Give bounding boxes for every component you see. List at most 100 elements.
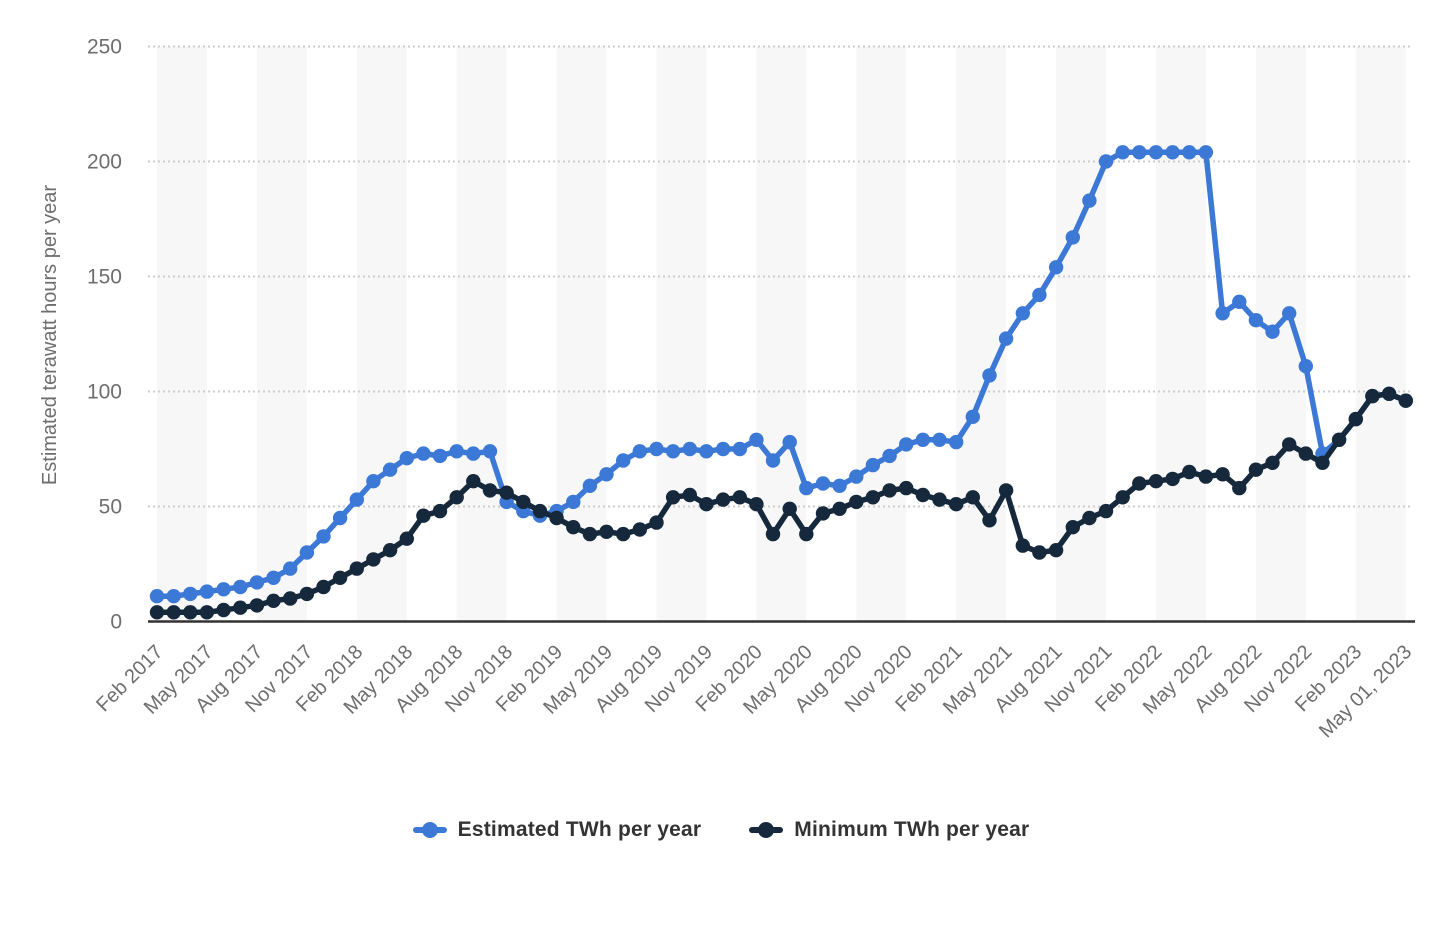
- data-point[interactable]: [1398, 393, 1414, 408]
- data-point[interactable]: [732, 490, 747, 505]
- data-point[interactable]: [1282, 306, 1297, 321]
- data-point[interactable]: [399, 451, 414, 466]
- series-line[interactable]: [154, 391, 1409, 616]
- data-point[interactable]: [1365, 388, 1380, 404]
- data-point[interactable]: [1165, 145, 1180, 160]
- data-point[interactable]: [249, 575, 265, 590]
- data-point[interactable]: [1248, 313, 1264, 328]
- data-point[interactable]: [449, 444, 464, 459]
- data-point[interactable]: [149, 589, 165, 604]
- data-point[interactable]: [382, 543, 398, 558]
- data-point[interactable]: [432, 448, 448, 464]
- data-point[interactable]: [1232, 480, 1247, 496]
- data-point[interactable]: [882, 483, 897, 498]
- data-point[interactable]: [1165, 471, 1180, 487]
- data-point[interactable]: [332, 510, 348, 526]
- data-point[interactable]: [682, 441, 697, 457]
- data-point[interactable]: [233, 579, 248, 595]
- data-point[interactable]: [965, 490, 980, 505]
- data-point[interactable]: [1082, 193, 1097, 208]
- data-point[interactable]: [1098, 503, 1114, 519]
- data-point[interactable]: [915, 487, 931, 503]
- data-point[interactable]: [982, 513, 997, 528]
- data-point[interactable]: [932, 432, 947, 447]
- data-point[interactable]: [915, 432, 931, 447]
- data-point[interactable]: [616, 526, 631, 542]
- data-point[interactable]: [1132, 476, 1147, 491]
- data-point[interactable]: [799, 526, 814, 542]
- data-point[interactable]: [183, 605, 198, 620]
- data-point[interactable]: [1148, 474, 1164, 489]
- data-point[interactable]: [1182, 145, 1197, 160]
- data-point[interactable]: [482, 483, 498, 498]
- data-point[interactable]: [299, 545, 315, 560]
- data-point[interactable]: [233, 600, 248, 615]
- data-point[interactable]: [316, 579, 331, 595]
- data-point[interactable]: [1348, 411, 1364, 427]
- data-point[interactable]: [699, 444, 714, 459]
- data-point[interactable]: [149, 605, 165, 620]
- data-point[interactable]: [749, 497, 764, 512]
- data-point[interactable]: [199, 605, 215, 620]
- data-point[interactable]: [432, 503, 448, 519]
- data-point[interactable]: [532, 503, 548, 519]
- data-point[interactable]: [1132, 145, 1147, 160]
- data-point[interactable]: [632, 522, 647, 537]
- data-point[interactable]: [1232, 294, 1247, 309]
- data-point[interactable]: [1381, 386, 1397, 401]
- data-point[interactable]: [1098, 154, 1114, 169]
- data-point[interactable]: [899, 480, 914, 496]
- data-point[interactable]: [266, 570, 281, 585]
- data-point[interactable]: [332, 570, 348, 585]
- data-point[interactable]: [815, 476, 831, 491]
- data-point[interactable]: [932, 492, 947, 507]
- data-point[interactable]: [782, 434, 797, 450]
- data-point[interactable]: [1065, 520, 1081, 535]
- series-line[interactable]: [154, 149, 1409, 599]
- data-point[interactable]: [216, 582, 231, 597]
- data-point[interactable]: [549, 510, 564, 526]
- data-point[interactable]: [416, 508, 431, 523]
- data-point[interactable]: [199, 584, 215, 599]
- data-point[interactable]: [865, 490, 881, 505]
- data-point[interactable]: [283, 591, 298, 606]
- data-point[interactable]: [316, 529, 331, 544]
- data-point[interactable]: [1082, 510, 1097, 526]
- data-point[interactable]: [349, 492, 364, 507]
- data-point[interactable]: [1282, 437, 1297, 452]
- data-point[interactable]: [1315, 455, 1330, 470]
- data-point[interactable]: [1298, 359, 1314, 374]
- data-point[interactable]: [466, 446, 481, 461]
- data-point[interactable]: [849, 494, 864, 510]
- data-point[interactable]: [582, 478, 598, 493]
- data-point[interactable]: [516, 494, 531, 510]
- data-point[interactable]: [665, 444, 681, 459]
- data-point[interactable]: [499, 485, 514, 500]
- data-point[interactable]: [799, 480, 814, 496]
- data-point[interactable]: [599, 524, 614, 539]
- data-point[interactable]: [1148, 145, 1164, 160]
- legend-item-minimum[interactable]: Minimum TWh per year: [749, 818, 1029, 842]
- data-point[interactable]: [732, 441, 747, 457]
- data-point[interactable]: [1298, 446, 1314, 461]
- data-point[interactable]: [382, 462, 398, 477]
- data-point[interactable]: [1265, 324, 1280, 339]
- data-point[interactable]: [616, 453, 631, 468]
- data-point[interactable]: [582, 526, 598, 542]
- data-point[interactable]: [249, 598, 265, 613]
- data-point[interactable]: [1048, 543, 1064, 558]
- data-point[interactable]: [166, 589, 181, 604]
- data-point[interactable]: [1198, 145, 1214, 160]
- data-point[interactable]: [765, 526, 781, 542]
- data-point[interactable]: [699, 497, 714, 512]
- data-point[interactable]: [1215, 306, 1230, 321]
- data-point[interactable]: [599, 467, 614, 482]
- data-point[interactable]: [1065, 230, 1081, 245]
- data-point[interactable]: [815, 506, 831, 521]
- data-point[interactable]: [449, 490, 464, 505]
- data-point[interactable]: [283, 561, 298, 576]
- data-point[interactable]: [266, 593, 281, 608]
- data-point[interactable]: [715, 492, 731, 507]
- data-point[interactable]: [949, 497, 964, 512]
- data-point[interactable]: [765, 453, 781, 468]
